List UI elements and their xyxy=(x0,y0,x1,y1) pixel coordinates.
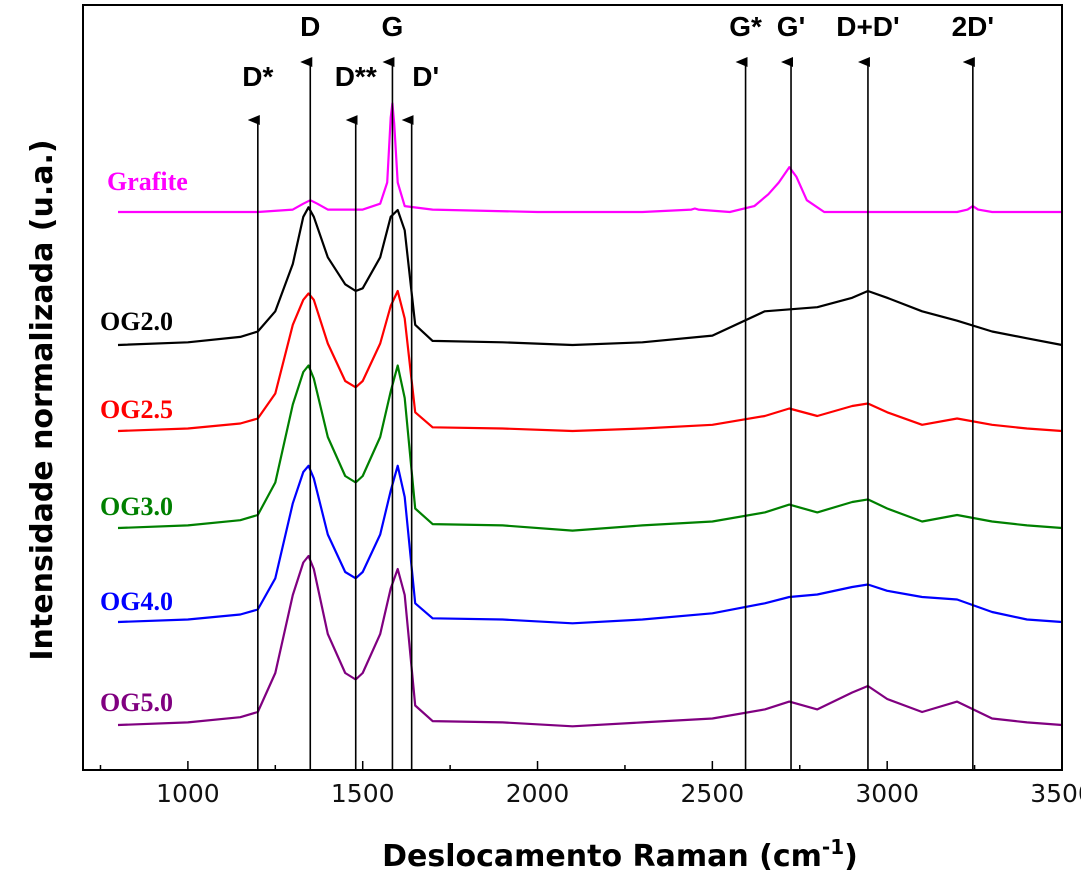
series-line-og2-0 xyxy=(117,206,1063,347)
series-label-layer: Grafite OG2.0 OG2.5 OG3.0 OG4.0 OG5.0 xyxy=(100,167,188,717)
x-tick-label: 3000 xyxy=(855,779,919,808)
series-line-grafite xyxy=(118,102,1062,214)
peak-label-3: G xyxy=(382,11,404,42)
x-tick-label: 2000 xyxy=(506,779,570,808)
peak-label-4: D' xyxy=(412,61,439,92)
series-label-og5-0: OG5.0 xyxy=(100,688,173,717)
x-axis-title-main: Deslocamento Raman (cm xyxy=(382,839,822,873)
series-label-og2-5: OG2.5 xyxy=(100,395,173,424)
x-tick-label: 1500 xyxy=(331,779,395,808)
peak-label-5: G* xyxy=(729,11,762,42)
series-line-og2-5 xyxy=(117,289,1063,433)
peak-label-2: D** xyxy=(335,61,377,92)
peak-marker-layer: D* D D**G D' G* G' D+D' 2D' xyxy=(242,11,994,770)
plot-frame xyxy=(82,4,1063,771)
peak-label-6: G' xyxy=(777,11,805,42)
x-axis-title-close: ) xyxy=(844,839,858,873)
series-label-og2-0: OG2.0 xyxy=(100,307,173,336)
peak-label-1: D xyxy=(300,11,320,42)
x-tick-label: 2500 xyxy=(681,779,745,808)
series-line-og5-0 xyxy=(117,554,1063,728)
series-label-og3-0: OG3.0 xyxy=(100,492,173,521)
series-label-og4-0: OG4.0 xyxy=(100,587,173,616)
x-tick-label: 1000 xyxy=(156,779,220,808)
peak-label-7: D+D' xyxy=(836,11,899,42)
series-layer xyxy=(117,102,1063,728)
series-line-og3-0 xyxy=(117,364,1063,532)
peak-label-0: D* xyxy=(242,61,273,92)
x-axis-title: Deslocamento Raman (cm-1) xyxy=(382,835,858,873)
axis-layer: 1000 1500 2000 2500 3000 3500 xyxy=(82,4,1081,808)
series-line-og4-0 xyxy=(117,464,1063,625)
x-axis-title-superscript: -1 xyxy=(822,835,844,859)
peak-label-8: 2D' xyxy=(952,11,994,42)
series-label-grafite: Grafite xyxy=(107,167,188,196)
x-tick-label: 3500 xyxy=(1030,779,1081,808)
y-axis-title: Intensidade normalizada (u.a.) xyxy=(25,139,60,660)
